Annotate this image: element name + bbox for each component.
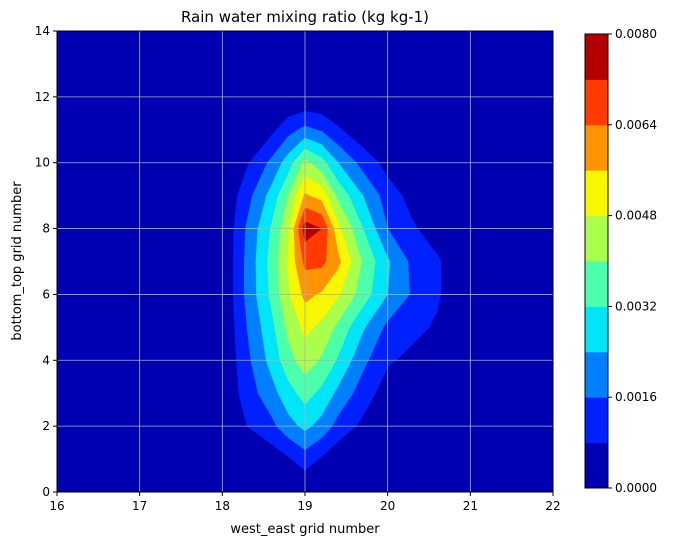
colorbar-bands (585, 34, 608, 489)
x-tick-label: 16 (49, 499, 64, 513)
y-tick-label: 2 (42, 419, 50, 433)
x-axis-label: west_east grid number (230, 522, 380, 537)
contour-cell (436, 253, 442, 262)
y-tick-label: 0 (42, 485, 50, 499)
contour-cell (304, 267, 322, 295)
contour-cell (387, 261, 411, 295)
contour-cell (337, 253, 342, 262)
contour-cell (233, 261, 245, 295)
contour-cell (337, 125, 343, 131)
colorbar-band (585, 442, 608, 489)
x-tick-label: 20 (380, 499, 395, 513)
contour-cell (244, 261, 248, 295)
y-tick-label: 6 (42, 287, 50, 301)
colorbar-band (585, 34, 608, 80)
contour-cell (255, 261, 270, 295)
contour-cell (337, 180, 350, 196)
y-axis-ticks: 0 2 4 6 8 10 12 14 (35, 24, 57, 499)
colorbar: 0.0000 0.0016 0.0032 0.0048 0.0064 0.0080 (584, 27, 657, 495)
plot-area: 16 17 18 19 20 21 22 0 2 4 6 8 10 12 14 (35, 24, 561, 513)
colorbar-band (585, 306, 608, 353)
y-tick-label: 8 (42, 222, 50, 236)
colorbar-tick-label: 0.0000 (615, 481, 657, 495)
colorbar-band (585, 351, 608, 398)
contour-band-7 (293, 192, 342, 304)
contour-cell (246, 261, 257, 295)
colorbar-tick-label: 0.0032 (615, 299, 657, 313)
x-tick-label: 22 (545, 499, 560, 513)
colorbar-band (585, 397, 608, 444)
colorbar-band (585, 79, 608, 126)
contour-cell (362, 170, 380, 196)
colorbar-tick-label: 0.0048 (615, 209, 657, 223)
y-tick-label: 10 (35, 156, 50, 170)
contour-cell (277, 261, 289, 295)
contour-band-6 (286, 175, 352, 340)
x-tick-label: 18 (215, 499, 230, 513)
x-tick-label: 19 (297, 499, 312, 513)
y-tick-label: 12 (35, 90, 50, 104)
x-tick-label: 17 (132, 499, 147, 513)
x-axis-ticks: 16 17 18 19 20 21 22 (49, 492, 561, 513)
colorbar-band (585, 261, 608, 307)
contour-cell (321, 185, 328, 196)
contour-cell (234, 327, 248, 361)
colorbar-tick-label: 0.0016 (615, 390, 657, 404)
contour-band-8 (297, 207, 329, 271)
chart-title: Rain water mixing ratio (kg kg-1) (181, 8, 429, 26)
colorbar-tick-label: 0.0064 (615, 118, 657, 132)
y-tick-label: 4 (42, 353, 50, 367)
contour-band-2 (244, 125, 411, 451)
contour-cell (436, 261, 442, 295)
colorbar-band (585, 215, 608, 262)
y-tick-label: 14 (35, 24, 50, 38)
colorbar-tick-label: 0.0080 (615, 27, 657, 41)
contour-cell (362, 228, 376, 262)
contour-cell (412, 261, 438, 295)
contour-fill-layer (233, 111, 442, 471)
contour-band-1 (233, 111, 442, 471)
x-tick-label: 21 (463, 499, 478, 513)
colorbar-frame (584, 33, 609, 489)
colorbar-band (585, 170, 608, 217)
colorbar-band (585, 124, 608, 171)
colorbar-ticks: 0.0000 0.0016 0.0032 0.0048 0.0064 0.0080 (608, 27, 657, 495)
contour-cell (412, 228, 438, 262)
y-axis-label: bottom_top grid number (10, 181, 25, 341)
contour-cell (233, 228, 246, 262)
